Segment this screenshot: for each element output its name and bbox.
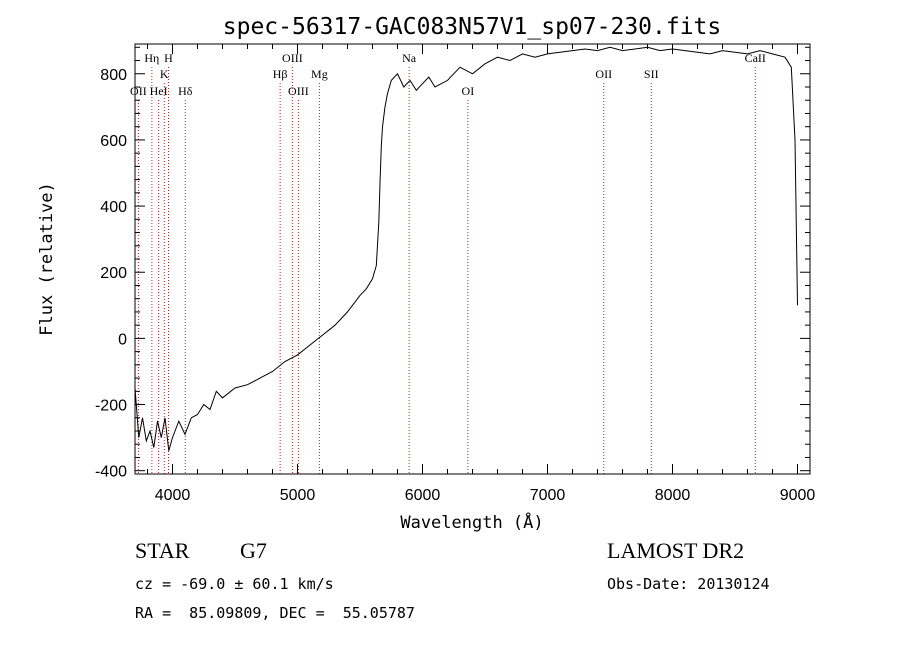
line-marker-label: OI [462, 84, 475, 98]
y-tick-label: 0 [118, 331, 127, 348]
survey-name: LAMOST DR2 [607, 538, 745, 563]
line-marker-label: HeI [150, 84, 168, 98]
line-marker-label: K [160, 67, 169, 81]
object-class: STAR [135, 538, 190, 563]
line-marker-label: CaII [745, 51, 766, 65]
line-marker-label: OIII [288, 84, 309, 98]
x-axis-label: Wavelength (Å) [400, 511, 543, 533]
line-marker-label: Na [402, 51, 417, 65]
y-tick-label: 400 [100, 199, 127, 216]
y-tick-label: 600 [100, 133, 127, 150]
y-axis-label: Flux (relative) [37, 182, 57, 336]
chart-title: spec-56317-GAC083N57V1_sp07-230.fits [223, 14, 722, 40]
line-marker-label: OII [595, 67, 612, 81]
x-tick-label: 6000 [405, 487, 441, 504]
plot-frame [134, 43, 811, 475]
x-tick-label: 8000 [655, 487, 691, 504]
line-marker-label: OIII [282, 51, 303, 65]
line-marker-label: SII [644, 67, 659, 81]
line-marker-label: OII [130, 84, 147, 98]
line-marker-label: Mg [311, 67, 328, 81]
spectrum-line [134, 46, 798, 451]
y-tick-label: -400 [95, 464, 127, 481]
x-tick-label: 5000 [280, 487, 316, 504]
line-marker-label: Hβ [273, 67, 288, 81]
line-marker-label: H [164, 51, 173, 65]
line-marker-label: Hδ [178, 84, 193, 98]
x-tick-label: 7000 [530, 487, 566, 504]
obs-date: Obs-Date: 20130124 [607, 575, 770, 593]
coordinates: RA = 85.09809, DEC = 55.05787 [135, 604, 415, 622]
line-marker-label: Hη [144, 51, 159, 65]
y-tick-label: 800 [100, 67, 127, 84]
redshift-readout: cz = -69.0 ± 60.1 km/s [135, 575, 334, 593]
y-tick-label: 200 [100, 265, 127, 282]
x-tick-label: 9000 [780, 487, 816, 504]
object-subclass: G7 [240, 538, 267, 563]
y-tick-label: -200 [95, 398, 127, 415]
x-tick-label: 4000 [155, 487, 191, 504]
